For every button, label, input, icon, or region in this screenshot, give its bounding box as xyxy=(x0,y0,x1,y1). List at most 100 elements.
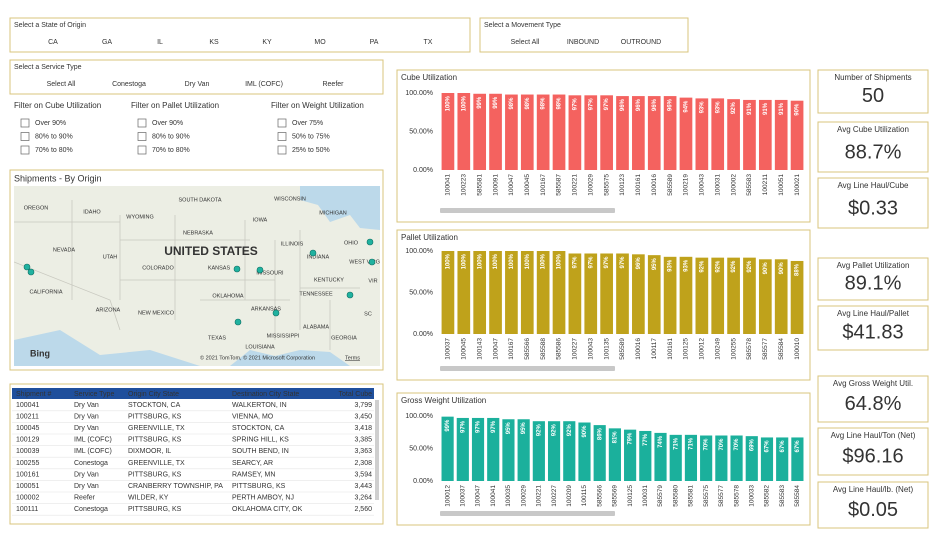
bar[interactable] xyxy=(536,251,550,334)
filter-option[interactable]: Over 75% xyxy=(292,120,323,127)
bar[interactable] xyxy=(505,94,518,170)
slicer-item[interactable]: OUTROUND xyxy=(621,39,661,46)
checkbox[interactable] xyxy=(277,118,287,128)
bar[interactable] xyxy=(711,257,725,334)
table-header[interactable]: Service Type xyxy=(74,391,114,398)
map-pin[interactable] xyxy=(27,268,35,276)
bar[interactable] xyxy=(632,96,645,170)
slicer-item[interactable]: Conestoga xyxy=(112,81,146,88)
filter-option[interactable]: Over 90% xyxy=(35,120,66,127)
bar[interactable] xyxy=(489,251,502,334)
checkbox[interactable] xyxy=(20,145,30,155)
bar[interactable] xyxy=(790,100,804,170)
bar[interactable] xyxy=(457,93,471,170)
bar[interactable] xyxy=(684,434,698,481)
bar[interactable] xyxy=(441,93,455,170)
bar[interactable] xyxy=(473,93,487,170)
slicer-item[interactable]: INBOUND xyxy=(567,39,599,46)
bar[interactable] xyxy=(536,94,550,170)
checkbox[interactable] xyxy=(277,132,287,141)
bar[interactable] xyxy=(568,253,582,334)
bar[interactable] xyxy=(457,251,471,334)
bar[interactable] xyxy=(647,255,661,334)
checkbox[interactable] xyxy=(20,132,30,141)
bar[interactable] xyxy=(563,421,576,481)
bar[interactable] xyxy=(473,251,487,334)
filter-option[interactable]: 80% to 90% xyxy=(35,133,73,140)
map-pin[interactable] xyxy=(23,263,31,271)
bar[interactable] xyxy=(776,437,789,481)
bar[interactable] xyxy=(727,99,740,170)
filter-option[interactable]: 80% to 90% xyxy=(152,133,190,140)
bar[interactable] xyxy=(547,421,561,481)
table-header[interactable]: Origin City State xyxy=(128,391,179,398)
chart-scrollbar[interactable] xyxy=(440,366,615,371)
map-pin[interactable] xyxy=(366,238,374,246)
checkbox[interactable] xyxy=(137,132,147,141)
table-header[interactable]: Destination City State xyxy=(232,391,299,398)
bar[interactable] xyxy=(760,437,774,481)
bar[interactable] xyxy=(456,417,469,481)
bar[interactable] xyxy=(489,93,502,170)
bar[interactable] xyxy=(790,260,804,334)
bar[interactable] xyxy=(639,430,652,481)
map-pin[interactable] xyxy=(368,258,376,266)
filter-option[interactable]: 25% to 50% xyxy=(292,147,330,154)
slicer-item[interactable]: IL xyxy=(157,39,163,46)
chart-scrollbar[interactable] xyxy=(440,511,615,516)
bar[interactable] xyxy=(616,253,629,334)
slicer-item[interactable]: TX xyxy=(424,39,433,46)
map-pin[interactable] xyxy=(233,265,241,273)
bar[interactable] xyxy=(791,437,804,481)
map-pin[interactable] xyxy=(234,318,242,326)
checkbox[interactable] xyxy=(20,118,30,128)
bar[interactable] xyxy=(663,256,677,334)
slicer-item[interactable]: PA xyxy=(370,39,379,46)
slicer-item[interactable]: GA xyxy=(102,39,112,46)
bar[interactable] xyxy=(711,98,725,170)
bar[interactable] xyxy=(679,256,693,334)
bar[interactable] xyxy=(632,254,645,334)
bar[interactable] xyxy=(600,95,613,170)
slicer-item[interactable]: Dry Van xyxy=(185,81,210,88)
bar[interactable] xyxy=(584,95,598,170)
bar[interactable] xyxy=(517,419,530,481)
filter-option[interactable]: 70% to 80% xyxy=(35,147,73,154)
bar[interactable] xyxy=(441,251,455,334)
table-header[interactable]: Total Cube xyxy=(339,391,373,398)
checkbox[interactable] xyxy=(137,145,147,155)
bar[interactable] xyxy=(730,435,743,482)
slicer-item[interactable]: Select All xyxy=(47,81,76,88)
bar[interactable] xyxy=(654,432,667,481)
bar[interactable] xyxy=(593,425,606,481)
bar[interactable] xyxy=(743,99,756,170)
filter-option[interactable]: 70% to 80% xyxy=(152,147,190,154)
bar[interactable] xyxy=(584,253,598,334)
map-pin[interactable] xyxy=(256,266,264,274)
bar[interactable] xyxy=(695,98,709,170)
bar[interactable] xyxy=(700,435,713,482)
map-pin[interactable] xyxy=(346,291,354,299)
bar[interactable] xyxy=(758,259,772,334)
checkbox[interactable] xyxy=(277,145,287,155)
bar[interactable] xyxy=(441,416,454,481)
bar[interactable] xyxy=(505,251,518,334)
bar[interactable] xyxy=(608,428,621,481)
bar[interactable] xyxy=(471,417,485,481)
bar[interactable] xyxy=(568,95,582,170)
bar[interactable] xyxy=(624,429,637,481)
slicer-item[interactable]: Select All xyxy=(511,39,540,46)
bar[interactable] xyxy=(532,421,545,481)
map-terms[interactable]: Terms xyxy=(345,355,360,361)
bar[interactable] xyxy=(552,251,566,334)
table-header[interactable]: Shipment # xyxy=(16,391,52,398)
checkbox[interactable] xyxy=(137,118,147,128)
bar[interactable] xyxy=(487,417,500,481)
slicer-item[interactable]: Reefer xyxy=(322,81,344,88)
bar[interactable] xyxy=(774,259,788,334)
slicer-item[interactable]: KY xyxy=(262,39,272,46)
bar[interactable] xyxy=(552,94,566,170)
slicer-item[interactable]: KS xyxy=(209,39,219,46)
bar[interactable] xyxy=(520,251,534,334)
bar[interactable] xyxy=(520,94,534,170)
